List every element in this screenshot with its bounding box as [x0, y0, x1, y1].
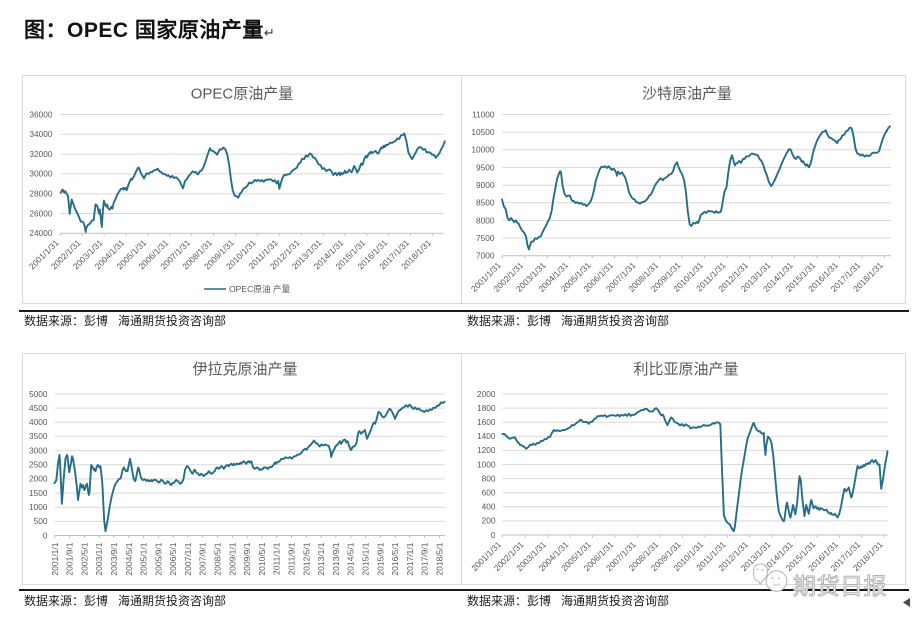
svg-text:36000: 36000	[29, 109, 52, 119]
svg-text:9500: 9500	[476, 162, 495, 172]
svg-text:2013/1/1: 2013/1/1	[316, 542, 326, 575]
svg-text:1000: 1000	[29, 502, 48, 512]
svg-text:10000: 10000	[471, 145, 494, 155]
svg-text:2016/5/1: 2016/5/1	[390, 542, 400, 575]
svg-text:2017/9/1: 2017/9/1	[420, 542, 430, 575]
svg-text:2009/9/1: 2009/9/1	[242, 542, 252, 575]
svg-text:2001/1/1: 2001/1/1	[50, 542, 60, 575]
svg-text:0: 0	[491, 530, 496, 540]
svg-text:2011/9/1: 2011/9/1	[287, 542, 297, 575]
svg-text:2000: 2000	[477, 389, 496, 399]
svg-text:24000: 24000	[29, 228, 52, 238]
svg-text:3500: 3500	[29, 431, 48, 441]
svg-text:利比亚原油产量: 利比亚原油产量	[633, 361, 738, 378]
svg-text:1400: 1400	[477, 431, 496, 441]
svg-text:2012/5/1: 2012/5/1	[301, 542, 311, 575]
svg-text:2018/5/1: 2018/5/1	[435, 542, 445, 575]
svg-text:2017/1/1: 2017/1/1	[405, 542, 415, 575]
svg-text:1500: 1500	[29, 488, 48, 498]
svg-text:2010/5/1: 2010/5/1	[257, 542, 267, 575]
svg-text:2005/9/1: 2005/9/1	[153, 542, 163, 575]
svg-text:3000: 3000	[29, 445, 48, 455]
svg-text:11000: 11000	[472, 109, 495, 119]
svg-text:2007/1/1: 2007/1/1	[183, 542, 193, 575]
svg-text:2500: 2500	[29, 460, 48, 470]
svg-text:5000: 5000	[29, 389, 48, 399]
svg-text:1200: 1200	[477, 445, 496, 455]
svg-text:OPEC原油 产量: OPEC原油 产量	[229, 283, 291, 294]
svg-text:2004/5/1: 2004/5/1	[124, 542, 134, 575]
svg-text:2005/1/1: 2005/1/1	[139, 542, 149, 575]
svg-text:7500: 7500	[476, 233, 495, 243]
svg-text:8000: 8000	[476, 215, 495, 225]
svg-text:500: 500	[34, 516, 48, 526]
svg-text:0: 0	[43, 530, 48, 540]
svg-text:2002/5/1: 2002/5/1	[79, 542, 89, 575]
svg-text:2009/1/1: 2009/1/1	[227, 542, 237, 575]
svg-text:2014/5/1: 2014/5/1	[346, 542, 356, 575]
svg-text:34000: 34000	[29, 129, 52, 139]
svg-text:4500: 4500	[29, 403, 48, 413]
svg-text:1000: 1000	[477, 459, 496, 469]
svg-text:2013/9/1: 2013/9/1	[331, 542, 341, 575]
svg-text:10500: 10500	[471, 127, 494, 137]
svg-text:7000: 7000	[476, 251, 495, 261]
svg-text:2008/5/1: 2008/5/1	[213, 542, 223, 575]
svg-text:600: 600	[482, 488, 496, 498]
svg-text:伊拉克原油产量: 伊拉克原油产量	[192, 361, 297, 378]
svg-text:200: 200	[482, 516, 496, 526]
svg-text:9000: 9000	[476, 180, 495, 190]
svg-text:2011/1/1: 2011/1/1	[272, 542, 282, 575]
svg-text:2000: 2000	[29, 474, 48, 484]
svg-text:2001/9/1: 2001/9/1	[65, 542, 75, 575]
svg-text:OPEC原油产量: OPEC原油产量	[191, 86, 294, 103]
svg-text:26000: 26000	[29, 208, 52, 218]
svg-text:28000: 28000	[29, 189, 52, 199]
svg-text:2007/9/1: 2007/9/1	[198, 542, 208, 575]
svg-text:400: 400	[482, 502, 496, 512]
svg-text:2003/9/1: 2003/9/1	[109, 542, 119, 575]
svg-text:800: 800	[482, 473, 496, 483]
svg-text:2003/1/1: 2003/1/1	[94, 542, 104, 575]
svg-text:2015/1/1: 2015/1/1	[361, 542, 371, 575]
svg-text:32000: 32000	[29, 149, 52, 159]
svg-text:2006/5/1: 2006/5/1	[168, 542, 178, 575]
svg-text:4000: 4000	[29, 417, 48, 427]
svg-text:30000: 30000	[29, 169, 52, 179]
svg-text:1600: 1600	[477, 417, 496, 427]
svg-text:沙特原油产量: 沙特原油产量	[642, 86, 732, 103]
svg-text:2015/9/1: 2015/9/1	[375, 542, 385, 575]
svg-text:1800: 1800	[477, 403, 496, 413]
svg-text:8500: 8500	[476, 198, 495, 208]
